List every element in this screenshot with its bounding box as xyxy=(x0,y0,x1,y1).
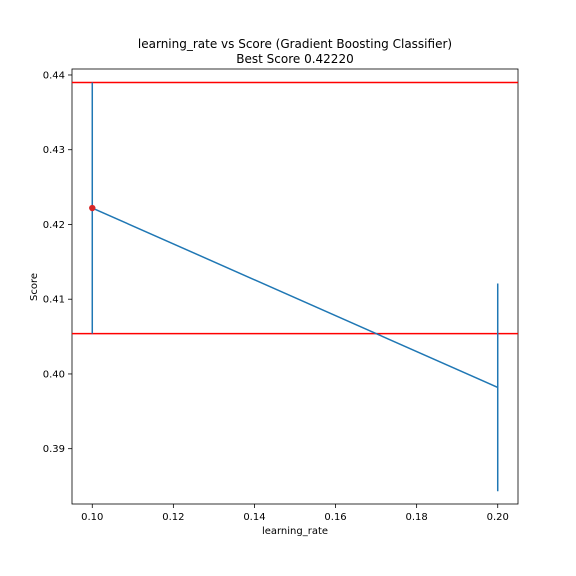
x-tick-label: 0.16 xyxy=(324,512,346,523)
x-tick-label: 0.14 xyxy=(243,512,265,523)
plot-frame xyxy=(71,68,519,505)
data-points xyxy=(89,204,96,212)
x-tick-label: 0.10 xyxy=(81,512,103,523)
y-tick-label: 0.40 xyxy=(43,369,65,380)
best-score-point xyxy=(89,204,96,212)
x-axis-label: learning_rate xyxy=(262,526,328,537)
y-tick-label: 0.39 xyxy=(43,444,65,455)
x-tick-label: 0.12 xyxy=(162,512,184,523)
chart-title: learning_rate vs Score (Gradient Boostin… xyxy=(138,37,452,51)
y-tick-label: 0.42 xyxy=(43,220,65,231)
chart-subtitle: Best Score 0.42220 xyxy=(236,52,353,66)
x-axis-ticks: 0.10 0.12 0.14 0.16 0.18 0.20 xyxy=(81,504,509,523)
series-line xyxy=(91,207,499,389)
y-tick-label: 0.44 xyxy=(43,70,65,81)
y-tick-label: 0.43 xyxy=(43,145,65,156)
series-lines xyxy=(91,207,499,389)
reference-lines xyxy=(72,81,518,335)
error-bars xyxy=(91,82,499,492)
x-tick-label: 0.20 xyxy=(487,512,509,523)
y-axis-ticks: 0.39 0.40 0.41 0.42 0.43 0.44 xyxy=(43,70,72,455)
y-axis-label: Score xyxy=(29,273,40,301)
x-tick-label: 0.18 xyxy=(406,512,428,523)
y-tick-label: 0.41 xyxy=(43,295,65,306)
